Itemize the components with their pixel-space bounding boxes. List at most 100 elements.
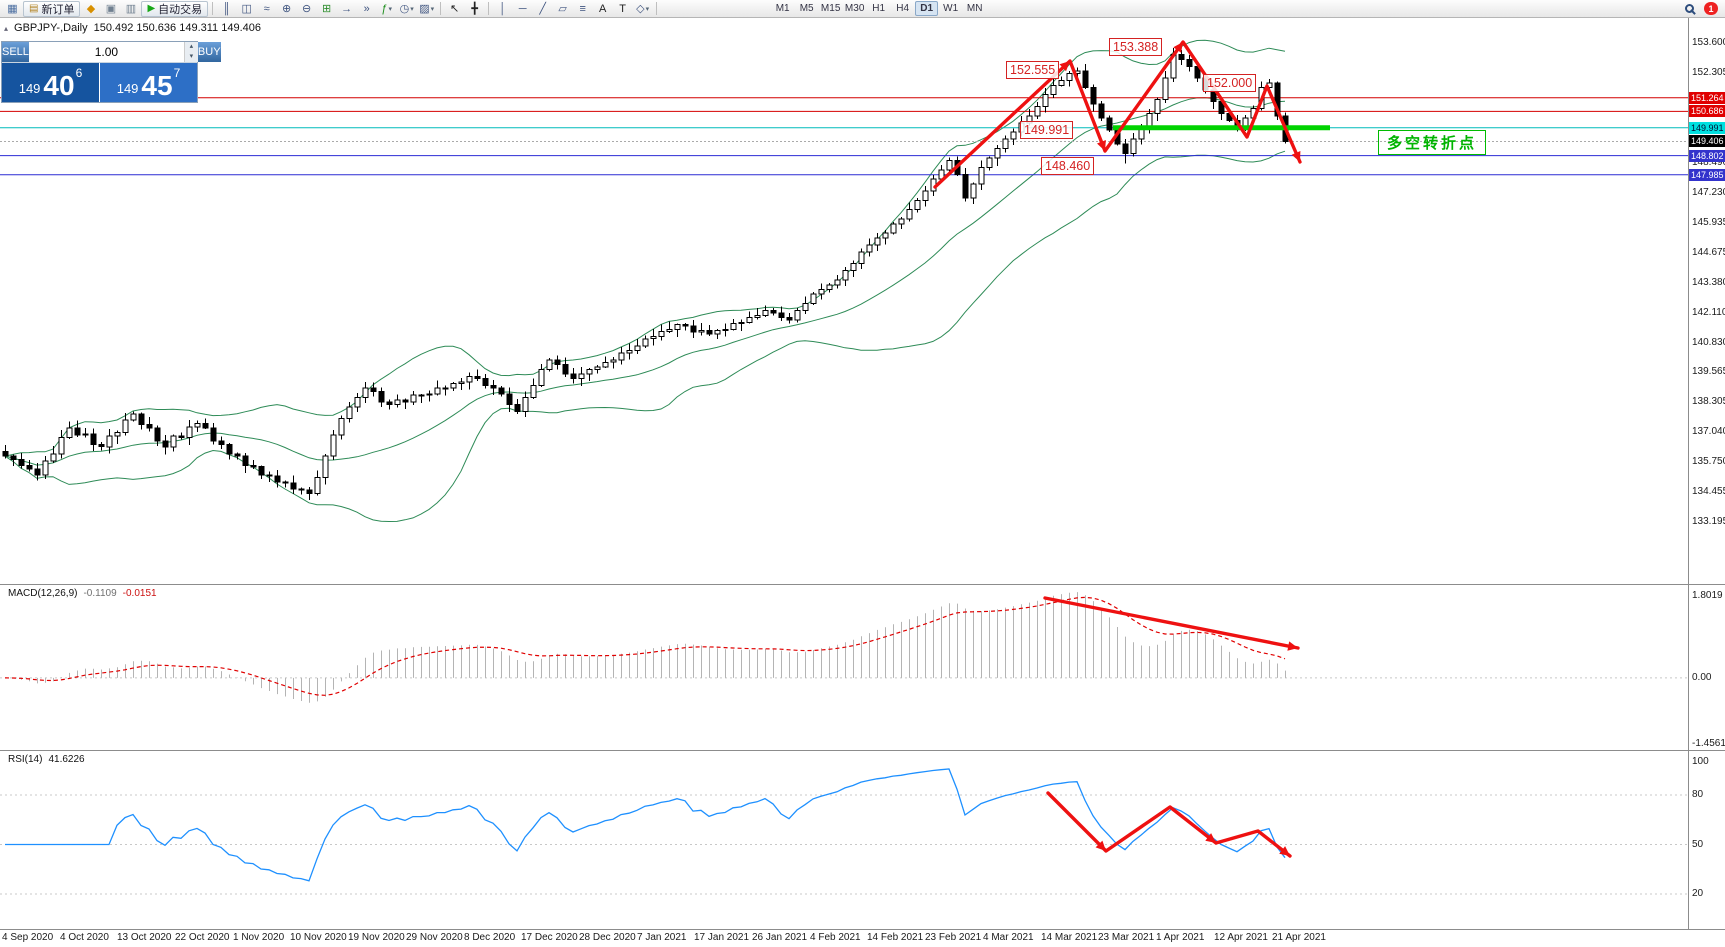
buy-price-main: 149 xyxy=(116,81,139,96)
date-axis-label: 7 Jan 2021 xyxy=(637,932,687,943)
price-axis-label: 147.230 xyxy=(1692,187,1725,198)
price-axis-label: 145.935 xyxy=(1692,217,1725,228)
chart-symbol-header: ▴ GBPJPY-,Daily 150.492 150.636 149.311 … xyxy=(4,22,261,34)
crosshair-icon[interactable]: ╋ xyxy=(471,3,478,15)
collapse-chart-icon[interactable]: ▴ xyxy=(4,23,9,33)
rsi-scale-label: 20 xyxy=(1692,888,1704,899)
data-window-icon[interactable]: ▥ xyxy=(125,3,137,15)
date-axis-label: 22 Oct 2020 xyxy=(175,932,230,943)
timeframe-m1[interactable]: M1 xyxy=(775,3,790,14)
timeframe-group: M1 M5 M15 M30 H1 H4 D1 W1 MN xyxy=(771,1,986,16)
volume-input[interactable] xyxy=(28,42,184,62)
volume-up-arrow[interactable]: ▴ xyxy=(184,42,198,52)
indicators-icon[interactable]: ƒ ▾ xyxy=(381,2,392,15)
sell-price-button[interactable]: 149 40 6 xyxy=(2,63,99,102)
price-axis-label: 138.305 xyxy=(1692,396,1725,407)
chart-window-icon[interactable]: ▦ xyxy=(7,3,18,15)
date-axis-label: 23 Feb 2021 xyxy=(925,932,982,943)
buy-price-button[interactable]: 149 45 7 xyxy=(100,63,197,102)
channel-icon[interactable]: ▱ xyxy=(558,3,567,15)
price-axis-tag: 149.406 xyxy=(1689,135,1725,147)
trade-panel-price-row: 149 40 6 149 45 7 xyxy=(2,63,197,102)
indicators-icon-dropdown[interactable]: ▾ xyxy=(388,5,392,13)
buy-price-big: 45 xyxy=(141,70,173,101)
candlesticks xyxy=(2,48,1289,500)
bollinger-bands xyxy=(4,39,1286,523)
date-axis-label: 19 Nov 2020 xyxy=(348,932,405,943)
chart-shift-icon[interactable]: » xyxy=(363,2,370,15)
timeframe-d1[interactable]: D1 xyxy=(915,1,939,16)
alert-sound-icon[interactable]: ◆ xyxy=(86,3,96,15)
toolbar-right: 1 xyxy=(1680,1,1722,17)
autotrade-button[interactable]: ▶ 自动交易 xyxy=(141,0,209,17)
trendline-icon[interactable]: ╱ xyxy=(539,3,546,15)
zoom-in-icon[interactable]: ⊕ xyxy=(282,3,292,15)
periods-icon[interactable]: ◷ ▾ xyxy=(399,3,414,15)
line-chart-type-icon[interactable]: ≈ xyxy=(263,2,270,15)
print-icon[interactable]: ▣ xyxy=(105,3,117,15)
zoom-out-icon[interactable]: ⊖ xyxy=(302,3,312,15)
timeframe-h1[interactable]: H1 xyxy=(872,3,886,14)
rsi-name: RSI(14) xyxy=(8,754,43,765)
fibonacci-icon[interactable]: ≡ xyxy=(579,2,586,15)
text-icon[interactable]: A xyxy=(598,2,607,15)
price-axis-label: 135.750 xyxy=(1692,456,1725,467)
macd-name: MACD(12,26,9) xyxy=(8,588,78,599)
templates-icon[interactable]: ▨ ▾ xyxy=(419,3,435,15)
price-axis-label: 148.490 xyxy=(1692,157,1725,168)
timeframe-w1[interactable]: W1 xyxy=(943,3,959,14)
sell-button[interactable]: SELL xyxy=(2,42,29,62)
date-axis-label: 4 Sep 2020 xyxy=(2,932,54,943)
periods-icon-dropdown[interactable]: ▾ xyxy=(410,5,414,13)
date-axis-label: 14 Mar 2021 xyxy=(1041,932,1098,943)
date-axis-label: 4 Oct 2020 xyxy=(60,932,109,943)
price-axis-label: 133.195 xyxy=(1692,516,1725,527)
arrows-icon-dropdown[interactable]: ▾ xyxy=(645,5,650,13)
vertical-line-icon[interactable]: │ xyxy=(499,2,507,15)
price-annotation-box: 152.000 xyxy=(1203,74,1257,92)
toolbar-separator xyxy=(212,2,214,15)
price-annotation-box: 149.991 xyxy=(1020,121,1074,139)
tile-windows-icon[interactable]: ⊞ xyxy=(322,3,332,15)
horizontal-line-icon[interactable]: ─ xyxy=(518,2,527,15)
timeframe-m30[interactable]: M30 xyxy=(844,3,865,14)
new-order-button[interactable]: ▤ 新订单 xyxy=(23,0,81,17)
timeframe-m5[interactable]: M5 xyxy=(799,3,814,14)
cursor-icon[interactable]: ↖ xyxy=(450,3,460,15)
price-axis-label: 140.830 xyxy=(1692,337,1725,348)
timeframe-m15[interactable]: M15 xyxy=(820,3,841,14)
rsi-scale-label: 80 xyxy=(1692,789,1704,800)
templates-icon-dropdown[interactable]: ▾ xyxy=(430,5,435,13)
date-axis-label: 1 Apr 2021 xyxy=(1156,932,1205,943)
price-axis-label: 143.380 xyxy=(1692,277,1725,288)
auto-scroll-icon[interactable]: → xyxy=(341,2,353,15)
panel-separators xyxy=(0,18,1725,930)
buy-button[interactable]: BUY xyxy=(197,42,221,62)
price-axis-label: 142.110 xyxy=(1692,307,1725,318)
price-axis-tag: 150.686 xyxy=(1689,105,1725,117)
timeframe-h4[interactable]: H4 xyxy=(896,3,910,14)
volume-down-arrow[interactable]: ▾ xyxy=(184,52,198,62)
macd-scale-label: 0.00 xyxy=(1692,672,1712,683)
rsi-label: RSI(14) 41.6226 xyxy=(8,754,85,765)
symbol-title: GBPJPY-,Daily xyxy=(14,22,88,34)
toolbar-separator xyxy=(488,2,490,15)
macd-scale-label: 1.8019 xyxy=(1692,590,1723,601)
price-axis-label: 137.040 xyxy=(1692,426,1725,437)
notification-badge[interactable]: 1 xyxy=(1704,2,1718,15)
arrows-icon[interactable]: ◇ ▾ xyxy=(636,3,650,15)
text-label-icon[interactable]: T xyxy=(619,2,627,15)
bar-chart-type-icon[interactable]: ║ xyxy=(222,2,231,15)
candle-chart-type-icon[interactable]: ◫ xyxy=(241,3,252,15)
rsi-value: 41.6226 xyxy=(48,754,85,765)
volume-field: ▴ ▾ xyxy=(28,42,198,62)
timeframe-mn[interactable]: MN xyxy=(966,3,983,14)
price-axis-label: 153.600 xyxy=(1692,37,1725,48)
toolbar: ▦ ▤ 新订单 ◆ ▣ ▥ ▶ 自动交易 ║ ◫ ≈ ⊕ ⊖ ⊞ → » ƒ ▾ ◷ ▾ ▨ ▾ ↖ ╋ │ ─ ╱ ▱ ≡ A T ◇ ▾ M1… xyxy=(0,0,1725,18)
macd-scale-label: -1.4561 xyxy=(1692,738,1725,749)
new-order-button-label: 新订单 xyxy=(41,3,75,16)
symbol-search-icon[interactable] xyxy=(1680,1,1699,17)
macd-label: MACD(12,26,9) -0.1109 -0.0151 xyxy=(8,588,157,599)
date-axis-label: 13 Oct 2020 xyxy=(117,932,172,943)
date-axis-label: 14 Feb 2021 xyxy=(867,932,924,943)
